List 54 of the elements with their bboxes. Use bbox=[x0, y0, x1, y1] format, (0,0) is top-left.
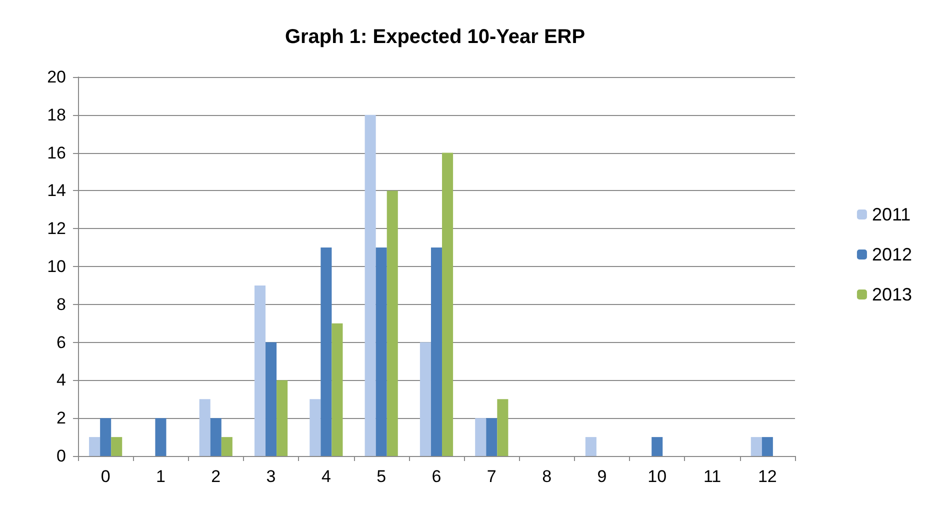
bar bbox=[320, 248, 332, 456]
bar bbox=[386, 190, 398, 456]
x-tick-label: 10 bbox=[648, 467, 667, 486]
bar bbox=[199, 399, 210, 456]
bar bbox=[89, 437, 100, 456]
bar bbox=[762, 437, 773, 456]
bar bbox=[210, 418, 222, 456]
bar bbox=[276, 380, 288, 456]
bar bbox=[254, 285, 266, 456]
bar bbox=[100, 418, 112, 456]
bar bbox=[475, 418, 486, 456]
bar bbox=[332, 323, 343, 456]
y-tick-label: 20 bbox=[47, 68, 66, 86]
y-tick-label: 14 bbox=[47, 181, 66, 200]
y-tick-label: 2 bbox=[56, 408, 66, 428]
x-tick-label: 4 bbox=[321, 467, 331, 486]
y-tick-label: 4 bbox=[56, 370, 66, 390]
x-tick-label: 1 bbox=[156, 467, 166, 486]
x-tick-label: 2 bbox=[211, 467, 221, 486]
bar bbox=[497, 399, 508, 456]
x-tick-label: 11 bbox=[703, 467, 722, 486]
bar bbox=[221, 437, 232, 456]
bar bbox=[266, 342, 277, 456]
bar bbox=[585, 437, 596, 456]
bar bbox=[364, 114, 376, 456]
x-tick-label: 0 bbox=[100, 467, 110, 486]
bar bbox=[310, 399, 321, 456]
y-tick-label: 12 bbox=[47, 219, 66, 238]
bar bbox=[376, 248, 387, 456]
y-tick-label: 10 bbox=[47, 257, 66, 276]
y-tick-label: 16 bbox=[47, 143, 66, 162]
x-tick-label: 9 bbox=[597, 467, 607, 486]
x-tick-label: 8 bbox=[542, 467, 552, 486]
chart-title: Graph 1: Expected 10-Year ERP bbox=[284, 26, 586, 48]
bar bbox=[442, 152, 454, 456]
y-tick-label: 8 bbox=[56, 294, 66, 314]
bar bbox=[155, 418, 166, 456]
bar bbox=[111, 437, 122, 456]
y-tick-label: 0 bbox=[56, 446, 66, 466]
x-tick-label: 12 bbox=[758, 467, 777, 486]
legend-label: 2013 bbox=[872, 284, 912, 304]
x-tick-label: 7 bbox=[486, 467, 496, 486]
y-tick-label: 18 bbox=[47, 105, 66, 124]
x-tick-label: 3 bbox=[266, 467, 276, 486]
x-tick-label: 5 bbox=[376, 467, 386, 486]
y-tick-label: 6 bbox=[56, 332, 66, 352]
bar bbox=[430, 248, 442, 456]
legend-label: 2012 bbox=[872, 244, 912, 264]
x-tick-label: 6 bbox=[432, 467, 442, 486]
bar bbox=[750, 437, 762, 456]
legend-label: 2011 bbox=[872, 204, 911, 224]
bar bbox=[652, 437, 663, 456]
bar bbox=[420, 342, 431, 456]
bar bbox=[486, 418, 498, 456]
